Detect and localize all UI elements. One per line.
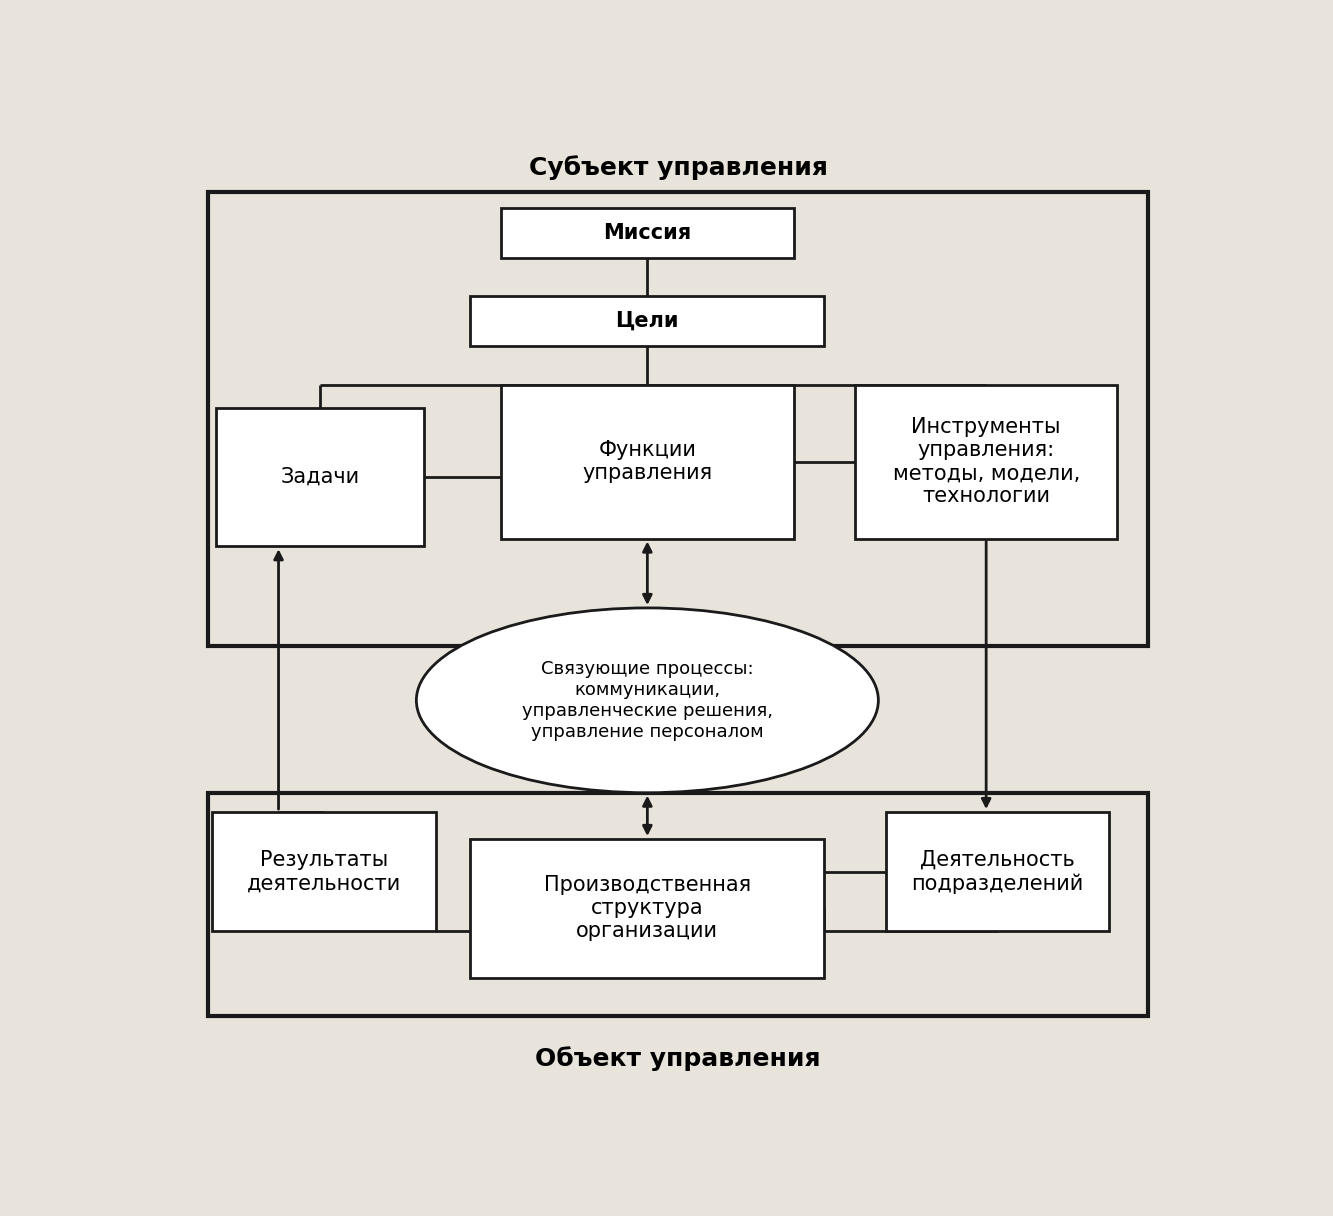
Text: Результаты
деятельности: Результаты деятельности xyxy=(247,850,401,894)
Text: Функции
управления: Функции управления xyxy=(583,440,712,483)
Bar xyxy=(856,384,1117,539)
Text: Инструменты
управления:
методы, модели,
технологии: Инструменты управления: методы, модели, … xyxy=(893,417,1080,506)
Text: Цели: Цели xyxy=(616,311,678,331)
Text: Деятельность
подразделений: Деятельность подразделений xyxy=(912,850,1084,894)
Bar xyxy=(216,407,424,546)
Text: Производственная
структура
организации: Производственная структура организации xyxy=(544,876,750,941)
Bar xyxy=(471,839,824,978)
Ellipse shape xyxy=(416,608,878,793)
Text: Миссия: Миссия xyxy=(604,223,692,242)
Text: Связующие процессы:
коммуникации,
управленческие решения,
управление персоналом: Связующие процессы: коммуникации, управл… xyxy=(521,660,773,741)
Bar xyxy=(208,793,1148,1017)
Bar xyxy=(471,295,824,347)
Bar xyxy=(886,812,1109,931)
Bar xyxy=(208,192,1148,647)
Bar xyxy=(501,384,793,539)
Text: Задачи: Задачи xyxy=(280,467,360,488)
Bar xyxy=(501,208,793,258)
Bar xyxy=(212,812,436,931)
Text: Объект управления: Объект управления xyxy=(536,1046,821,1071)
Text: Субъект управления: Субъект управления xyxy=(529,156,828,180)
